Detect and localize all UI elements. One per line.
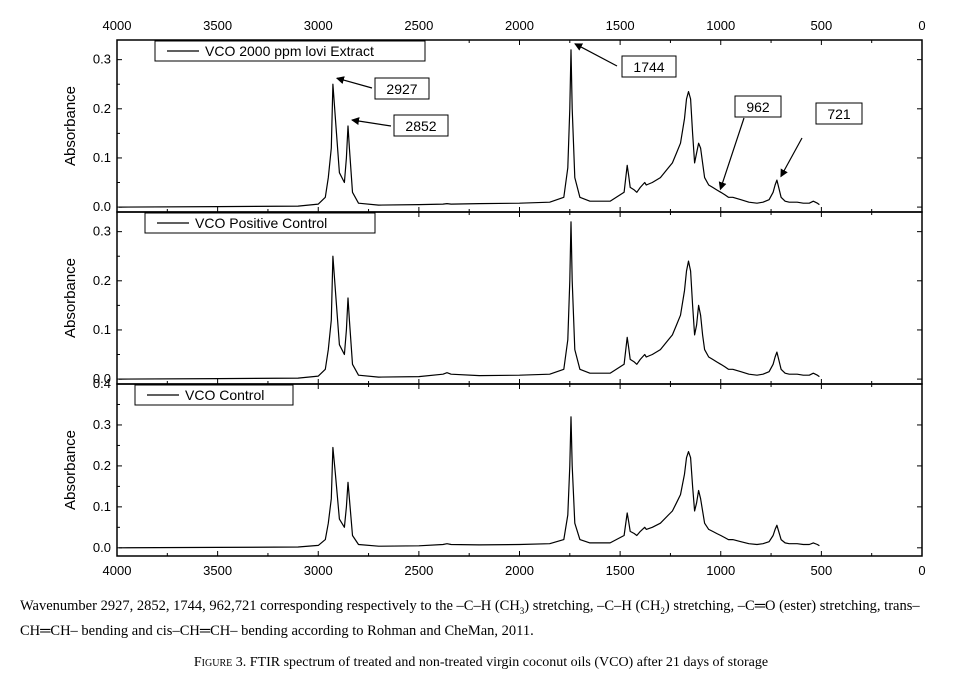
y-tick-label: 0.1 xyxy=(93,150,111,165)
note-text-2: ) stretching, –C–H (CH xyxy=(524,598,661,614)
y-axis-label: Absorbance xyxy=(62,258,79,338)
x-tick-label-bottom: 2000 xyxy=(505,563,534,578)
annotation-arrow xyxy=(718,117,745,191)
y-tick-label: 0.0 xyxy=(93,371,111,386)
annotation-box xyxy=(393,114,449,137)
x-tick-label-bottom: 1000 xyxy=(706,563,735,578)
note-text-1: Wavenumber 2927, 2852, 1744, 962,721 cor… xyxy=(20,598,520,614)
annotation-arrow xyxy=(574,43,618,67)
y-tick-label: 0.0 xyxy=(93,540,111,555)
y-axis-label: Absorbance xyxy=(62,86,79,166)
figure-caption: Figure 3. FTIR spectrum of treated and n… xyxy=(0,655,962,671)
series-line xyxy=(118,221,820,380)
ftir-figure: 4000 4000 3500 3500 3000 3000 2500 2500 2000 2000… xyxy=(62,18,926,578)
y-tick-label: 0.4 xyxy=(93,376,111,391)
panel-frame xyxy=(116,211,923,385)
x-tick-label-bottom: 2500 xyxy=(404,563,433,578)
annotation-arrow xyxy=(780,137,803,178)
y-tick-label: 0.2 xyxy=(93,273,111,288)
legend-box xyxy=(144,212,376,234)
legend-label: VCO 2000 ppm lovi Extract xyxy=(205,43,374,59)
x-tick-label-bottom: 4000 xyxy=(103,563,132,578)
legend-label: VCO Positive Control xyxy=(195,215,327,231)
series-line xyxy=(118,416,820,549)
annotation-label: 721 xyxy=(827,106,851,122)
annotation-label: 1744 xyxy=(633,59,664,75)
wavenumber-note: Wavenumber 2927, 2852, 1744, 962,721 cor… xyxy=(20,596,950,641)
panel-frame xyxy=(116,383,923,557)
caption-label: Figure 3. xyxy=(193,655,247,670)
annotation-label: 962 xyxy=(746,99,770,115)
x-tick-label-top: 3500 xyxy=(203,18,232,33)
y-axis-label: Absorbance xyxy=(62,430,79,510)
panel-1: 0.0 0.1 0.2 0.3 Absorbance VCO 2000 ppm lovi … xyxy=(62,39,923,214)
annotation-arrow xyxy=(351,117,392,127)
x-tick-label-top: 1000 xyxy=(706,18,735,33)
annotation-box xyxy=(374,77,430,100)
y-tick-label: 0.3 xyxy=(93,417,111,432)
annotation-label: 2927 xyxy=(386,81,417,97)
x-tick-label-top: 2500 xyxy=(404,18,433,33)
x-tick-label-top: 1500 xyxy=(606,18,635,33)
annotation-box xyxy=(734,95,782,118)
series-line xyxy=(118,49,820,208)
annotation-arrow xyxy=(335,76,373,89)
x-tick-label-bottom: 0 xyxy=(918,563,925,578)
caption-text: FTIR spectrum of treated and non-treated… xyxy=(246,655,769,670)
panel-2: 0.0 0.1 0.2 0.3 Absorbance VCO Positive Contr… xyxy=(62,211,923,386)
x-tick-label-bottom: 500 xyxy=(811,563,833,578)
annotation-label: 2852 xyxy=(405,118,436,134)
y-tick-label: 0.3 xyxy=(93,224,111,239)
y-tick-label: 0.2 xyxy=(93,101,111,116)
y-tick-label: 0.2 xyxy=(93,458,111,473)
note-subscript-ch3: 3 xyxy=(519,605,525,616)
x-tick-label-bottom: 1500 xyxy=(606,563,635,578)
x-tick-label-top: 2000 xyxy=(505,18,534,33)
legend-box xyxy=(134,384,294,406)
note-text-3: ) stretching, –C═O (ester) stretching, t… xyxy=(20,598,920,639)
panel-3: 0.0 0.1 0.2 0.3 0.4 Absorbance VCO Control xyxy=(62,376,923,557)
annotation-box xyxy=(815,102,863,125)
panel-frame xyxy=(116,39,923,213)
annotation-box xyxy=(621,55,677,78)
legend-label: VCO Control xyxy=(185,387,264,403)
y-tick-label: 0.1 xyxy=(93,322,111,337)
x-tick-label-top: 4000 xyxy=(103,18,132,33)
x-tick-label-top: 500 xyxy=(811,18,833,33)
x-tick-label-bottom: 3000 xyxy=(304,563,333,578)
x-tick-label-bottom: 3500 xyxy=(203,563,232,578)
y-tick-label: 0.0 xyxy=(93,199,111,214)
y-tick-label: 0.1 xyxy=(93,499,111,514)
x-tick-label-top: 0 xyxy=(918,18,925,33)
legend-box xyxy=(154,40,426,62)
note-subscript-ch2: 2 xyxy=(660,605,665,616)
x-tick-label-top: 3000 xyxy=(304,18,333,33)
y-tick-label: 0.3 xyxy=(93,52,111,67)
